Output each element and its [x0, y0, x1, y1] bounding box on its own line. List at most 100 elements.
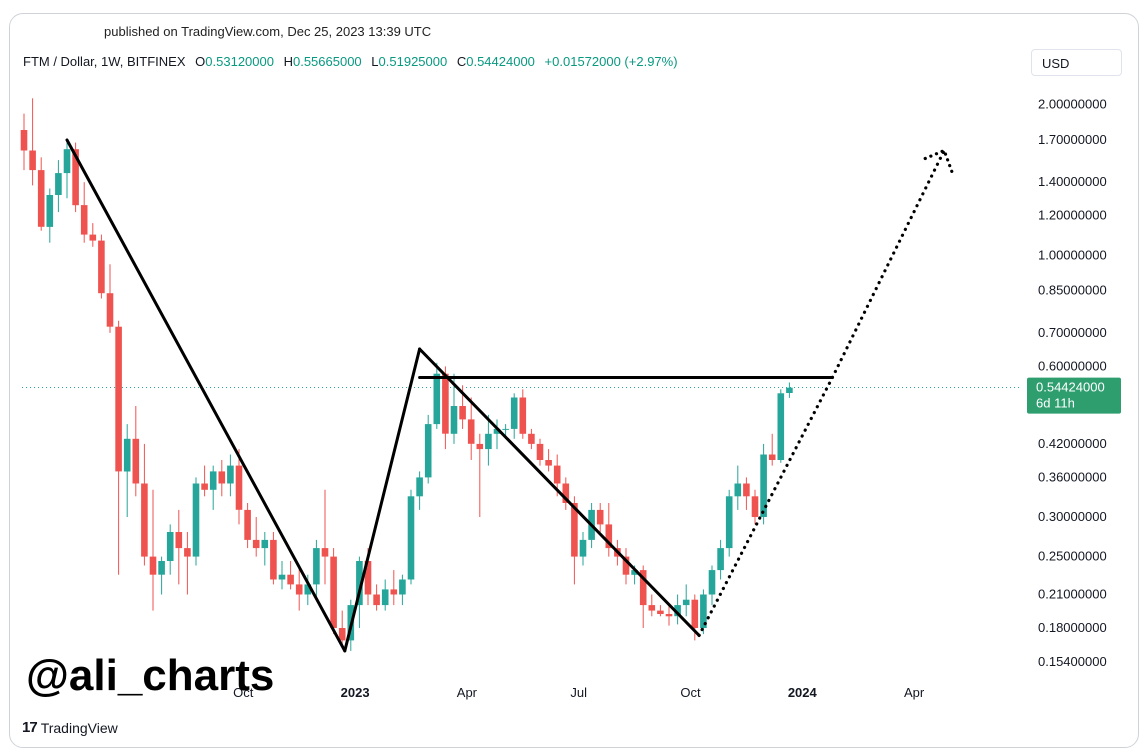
- candle[interactable]: [519, 389, 527, 439]
- candle[interactable]: [20, 113, 28, 171]
- candle[interactable]: [751, 489, 759, 525]
- candle[interactable]: [424, 414, 432, 484]
- candle[interactable]: [373, 584, 380, 611]
- candle[interactable]: [381, 579, 389, 611]
- candle[interactable]: [717, 539, 724, 580]
- tradingview-logo[interactable]: 17 TradingView: [22, 719, 118, 736]
- candle[interactable]: [596, 503, 604, 532]
- y-tick-label: 0.25000000: [1038, 549, 1107, 564]
- candle[interactable]: [252, 517, 260, 557]
- candle[interactable]: [166, 524, 174, 575]
- candle[interactable]: [708, 565, 716, 606]
- candle[interactable]: [37, 157, 45, 231]
- candle[interactable]: [416, 471, 423, 510]
- candle-body: [424, 424, 432, 478]
- candle-body: [175, 532, 183, 549]
- candle[interactable]: [536, 438, 544, 466]
- candle[interactable]: [141, 443, 148, 566]
- candle[interactable]: [786, 382, 793, 398]
- candle[interactable]: [115, 320, 122, 575]
- candle-body: [201, 483, 208, 490]
- candle[interactable]: [321, 489, 329, 585]
- candle[interactable]: [725, 489, 733, 557]
- candle-body: [364, 561, 372, 595]
- candle[interactable]: [201, 465, 208, 497]
- candle[interactable]: [743, 477, 750, 510]
- candle[interactable]: [700, 589, 707, 635]
- candle[interactable]: [270, 532, 277, 585]
- candle[interactable]: [605, 503, 613, 557]
- y-axis: 2.00000000 1.70000000 1.40000000 1.20000000…: [1038, 97, 1107, 669]
- candle[interactable]: [399, 574, 406, 606]
- candle[interactable]: [493, 419, 501, 450]
- candle-body: [278, 574, 286, 580]
- trend-line[interactable]: [65, 138, 347, 653]
- trend-line[interactable]: [343, 347, 422, 653]
- candle[interactable]: [657, 605, 664, 617]
- candle[interactable]: [433, 362, 441, 429]
- candle[interactable]: [639, 565, 647, 629]
- candle[interactable]: [80, 182, 88, 243]
- candle[interactable]: [579, 532, 587, 566]
- candle[interactable]: [622, 548, 630, 585]
- candle-body: [141, 483, 148, 557]
- candle[interactable]: [442, 366, 449, 450]
- candle[interactable]: [235, 449, 243, 525]
- candle[interactable]: [407, 489, 415, 585]
- candle[interactable]: [184, 532, 191, 595]
- projection-dotted-line[interactable]: [697, 148, 946, 638]
- candle[interactable]: [175, 509, 183, 585]
- candle[interactable]: [510, 393, 518, 439]
- candle[interactable]: [158, 556, 165, 595]
- candle[interactable]: [390, 570, 398, 606]
- candle[interactable]: [218, 460, 226, 497]
- candle-body: [287, 574, 294, 585]
- candle-body: [313, 548, 320, 585]
- candle[interactable]: [278, 561, 286, 590]
- candle[interactable]: [476, 433, 484, 517]
- candle[interactable]: [313, 539, 320, 600]
- candle[interactable]: [132, 406, 140, 497]
- candle[interactable]: [571, 496, 578, 585]
- candle[interactable]: [777, 389, 785, 463]
- candle[interactable]: [295, 565, 303, 611]
- candle[interactable]: [665, 605, 673, 626]
- candle[interactable]: [467, 397, 475, 461]
- candle[interactable]: [46, 188, 54, 243]
- candle[interactable]: [338, 610, 346, 647]
- candle[interactable]: [123, 424, 131, 517]
- candle-body: [98, 240, 105, 294]
- candle[interactable]: [192, 477, 200, 566]
- candle[interactable]: [63, 140, 71, 199]
- candle[interactable]: [768, 433, 776, 466]
- candle[interactable]: [330, 548, 337, 635]
- currency-button[interactable]: USD: [1031, 49, 1122, 76]
- candle[interactable]: [261, 532, 269, 566]
- candle[interactable]: [674, 594, 681, 625]
- low-value: 0.51925000: [378, 54, 448, 69]
- candle[interactable]: [55, 160, 62, 213]
- candle[interactable]: [287, 561, 294, 590]
- candle[interactable]: [244, 503, 251, 549]
- y-tick-label: 0.42000000: [1038, 436, 1107, 451]
- candle[interactable]: [149, 489, 157, 611]
- candle-body: [571, 503, 578, 557]
- y-tick-label: 1.20000000: [1038, 208, 1107, 223]
- candle[interactable]: [106, 264, 114, 333]
- candle[interactable]: [89, 223, 97, 247]
- published-note: published on TradingView.com, Dec 25, 20…: [104, 24, 432, 39]
- candle[interactable]: [209, 465, 217, 510]
- candle[interactable]: [682, 584, 690, 617]
- candle[interactable]: [528, 428, 535, 450]
- candle[interactable]: [734, 465, 742, 510]
- candle[interactable]: [29, 98, 36, 186]
- candle[interactable]: [227, 454, 234, 497]
- candle[interactable]: [545, 449, 552, 472]
- candle[interactable]: [98, 234, 105, 299]
- candle[interactable]: [485, 414, 492, 466]
- candle[interactable]: [648, 594, 656, 617]
- candle[interactable]: [562, 477, 570, 510]
- symbol-name[interactable]: FTM / Dollar, 1W, BITFINEX: [23, 54, 186, 69]
- trend-line[interactable]: [418, 347, 701, 637]
